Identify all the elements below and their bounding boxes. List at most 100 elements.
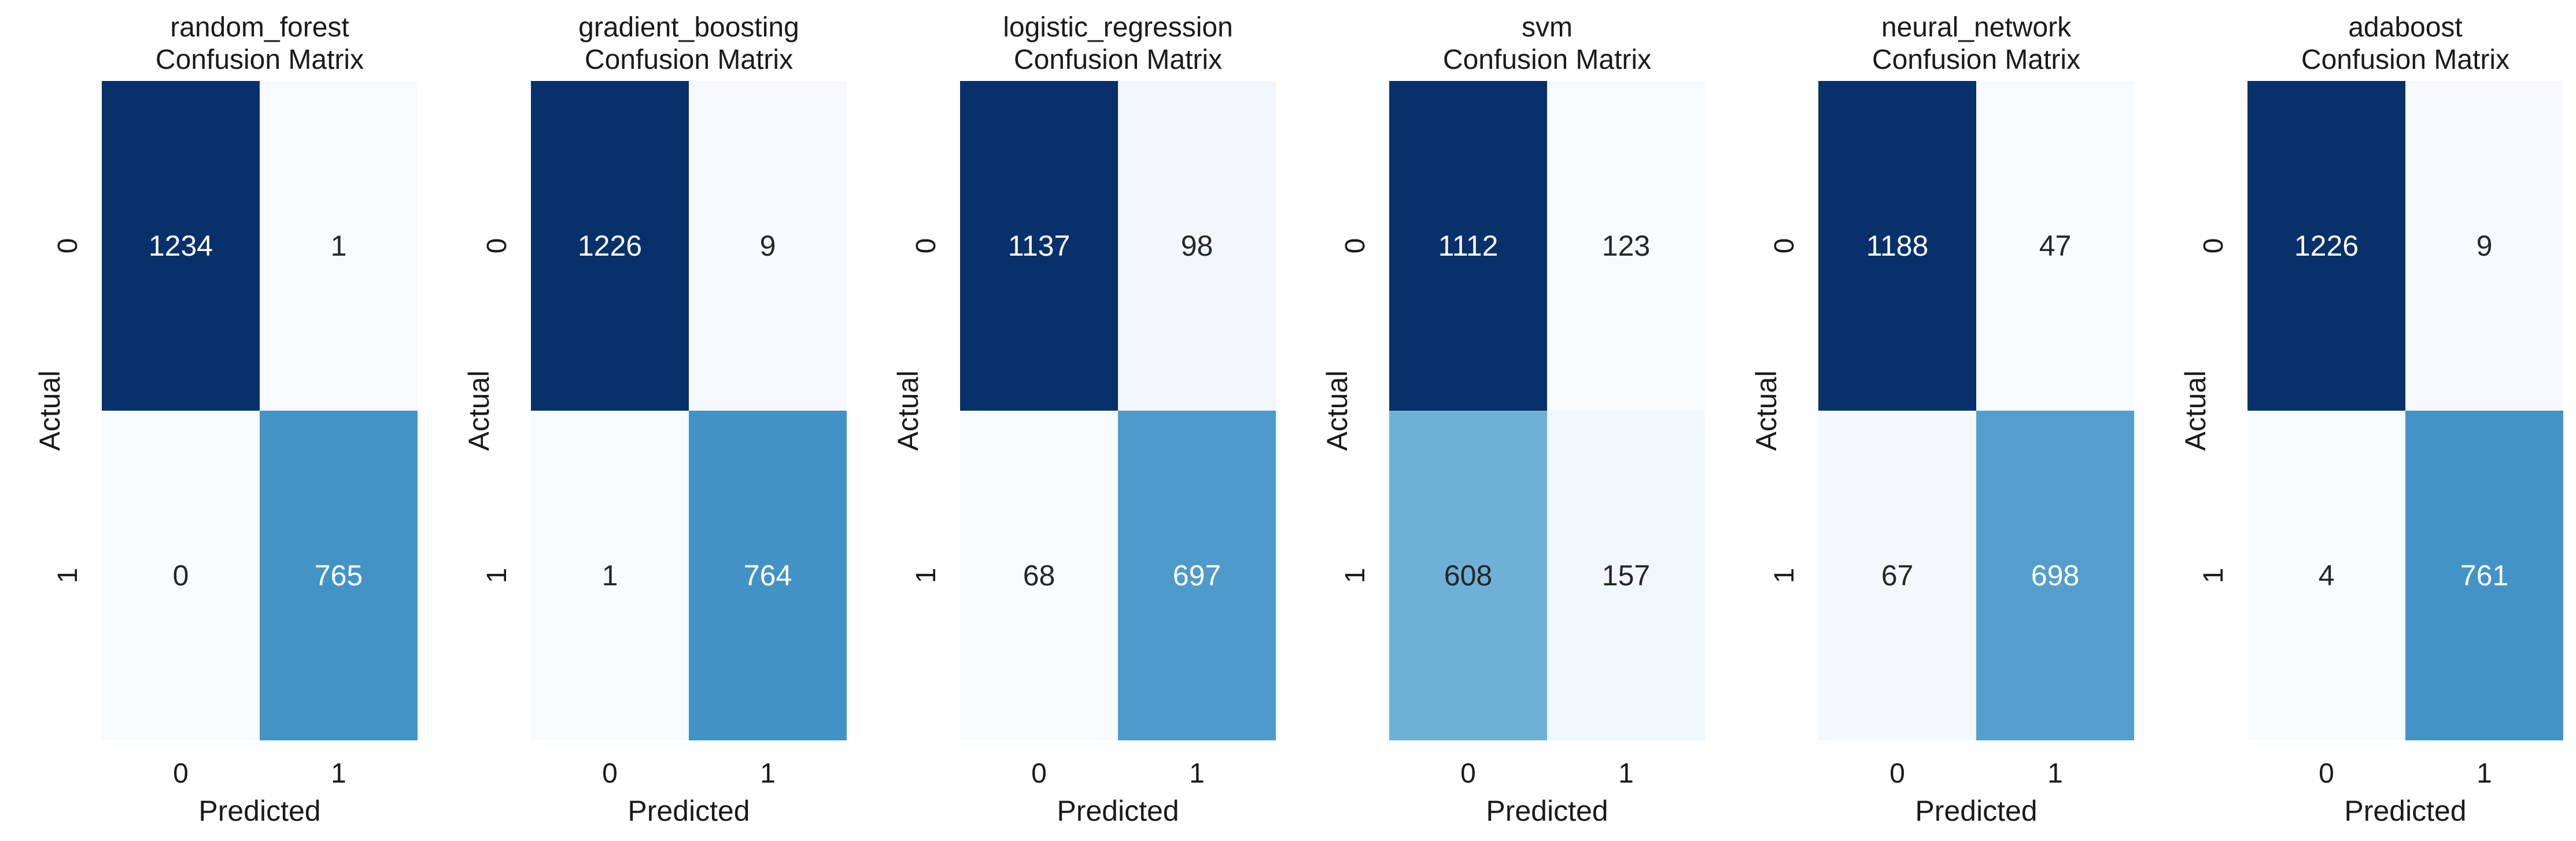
heatmap: 1188 47 67 698 xyxy=(1818,81,2134,740)
y-axis-label: Actual xyxy=(892,370,924,451)
cell-value-label: 1137 xyxy=(1007,230,1071,262)
y-axis-label: Actual xyxy=(34,370,66,451)
x-tick-label: 1 xyxy=(1618,758,1634,789)
cell-value-label: 1 xyxy=(330,230,347,262)
x-axis-label: Predicted xyxy=(2344,795,2467,827)
y-tick-label: 1 xyxy=(53,567,83,584)
y-tick-label: 0 xyxy=(2198,238,2229,254)
confusion-matrix-panel: svm Confusion Matrix 1112 123 608 157 0 1 0 1 Actu… xyxy=(1287,0,1717,841)
heatmap: 1226 9 4 761 xyxy=(2247,81,2563,740)
y-tick-label: 0 xyxy=(53,238,83,254)
model-name-label: neural_network xyxy=(1881,12,2072,43)
heatmap-cell: 1188 xyxy=(1818,81,1976,411)
model-name-label: random_forest xyxy=(170,12,349,43)
cell-value-label: 67 xyxy=(1881,559,1914,592)
heatmap-cell: 1226 xyxy=(531,81,689,411)
x-axis-label: Predicted xyxy=(198,795,321,827)
cell-value-label: 47 xyxy=(2039,230,2072,262)
x-tick-label: 1 xyxy=(760,758,776,789)
x-tick-label: 0 xyxy=(602,758,618,789)
heatmap: 1137 98 68 697 xyxy=(960,81,1276,740)
y-tick-label: 1 xyxy=(911,567,942,584)
heatmap-cell: 1226 xyxy=(2247,81,2405,411)
cell-value-label: 98 xyxy=(1180,230,1213,262)
x-tick-label: 1 xyxy=(2477,758,2492,789)
model-name-label: svm xyxy=(1522,12,1573,43)
cell-value-label: 608 xyxy=(1444,559,1493,592)
chart-title: svm Confusion Matrix xyxy=(1389,12,1705,76)
heatmap-cell: 157 xyxy=(1547,411,1705,740)
x-axis-label: Predicted xyxy=(628,795,750,827)
heatmap-cell: 698 xyxy=(1976,411,2134,740)
y-tick-label: 1 xyxy=(2198,567,2229,584)
confusion-matrix-panel: random_forest Confusion Matrix 1234 1 0 765 0 1… xyxy=(0,0,429,841)
confusion-matrix-panel: gradient_boosting Confusion Matrix 1226 9 1 7… xyxy=(429,0,858,841)
heatmap-cell: 765 xyxy=(260,411,418,740)
cell-value-label: 157 xyxy=(1601,559,1651,592)
heatmap-cell: 9 xyxy=(2405,81,2563,411)
model-name-label: logistic_regression xyxy=(1003,12,1233,43)
heatmap: 1112 123 608 157 xyxy=(1389,81,1705,740)
model-name-label: adaboost xyxy=(2348,12,2463,43)
y-tick-label: 0 xyxy=(911,238,942,254)
cell-value-label: 1226 xyxy=(2294,230,2359,262)
cell-value-label: 1112 xyxy=(1438,230,1499,262)
y-tick-label: 1 xyxy=(1340,567,1371,584)
x-axis-label: Predicted xyxy=(1915,795,2038,827)
heatmap-cell: 0 xyxy=(102,411,260,740)
y-tick-label: 0 xyxy=(482,238,512,254)
x-tick-label: 0 xyxy=(1460,758,1476,789)
x-tick-label: 0 xyxy=(1889,758,1905,789)
heatmap-cell: 67 xyxy=(1818,411,1976,740)
x-tick-label: 1 xyxy=(331,758,346,789)
y-tick-label: 1 xyxy=(482,567,512,584)
chart-subtitle: Confusion Matrix xyxy=(1442,45,1652,75)
chart-subtitle: Confusion Matrix xyxy=(584,45,794,75)
confusion-matrix-panel: neural_network Confusion Matrix 1188 47 67 69… xyxy=(1717,0,2146,841)
cell-value-label: 764 xyxy=(743,559,792,592)
x-tick-label: 1 xyxy=(2047,758,2063,789)
cell-value-label: 9 xyxy=(759,230,776,262)
heatmap-cell: 1112 xyxy=(1389,81,1547,411)
y-axis-label: Actual xyxy=(2179,370,2212,451)
heatmap-cell: 1137 xyxy=(960,81,1118,411)
confusion-matrix-panel: logistic_regression Confusion Matrix 1137 9… xyxy=(858,0,1287,841)
cell-value-label: 698 xyxy=(2031,559,2080,592)
cell-value-label: 0 xyxy=(172,559,189,592)
cell-value-label: 68 xyxy=(1023,559,1056,592)
model-name-label: gradient_boosting xyxy=(578,12,799,43)
x-tick-label: 1 xyxy=(1189,758,1205,789)
chart-subtitle: Confusion Matrix xyxy=(1013,45,1223,75)
heatmap-cell: 1 xyxy=(260,81,418,411)
heatmap: 1234 1 0 765 xyxy=(102,81,418,740)
heatmap-cell: 1234 xyxy=(102,81,260,411)
heatmap-cell: 47 xyxy=(1976,81,2134,411)
heatmap-cell: 4 xyxy=(2247,411,2405,740)
cell-value-label: 1 xyxy=(601,559,618,592)
heatmap-cell: 608 xyxy=(1389,411,1547,740)
x-axis-label: Predicted xyxy=(1057,795,1179,827)
cell-value-label: 4 xyxy=(2318,559,2335,592)
heatmap-cell: 68 xyxy=(960,411,1118,740)
heatmap-cell: 9 xyxy=(689,81,847,411)
x-axis-label: Predicted xyxy=(1486,795,1608,827)
chart-subtitle: Confusion Matrix xyxy=(1872,45,2081,75)
y-axis-label: Actual xyxy=(1321,370,1353,451)
cell-value-label: 1188 xyxy=(1866,230,1929,262)
heatmap-cell: 764 xyxy=(689,411,847,740)
y-tick-label: 0 xyxy=(1340,238,1371,254)
chart-title: adaboost Confusion Matrix xyxy=(2247,12,2563,76)
chart-title: random_forest Confusion Matrix xyxy=(102,12,418,76)
y-tick-label: 1 xyxy=(1769,567,1800,584)
chart-subtitle: Confusion Matrix xyxy=(155,45,364,75)
heatmap-cell: 123 xyxy=(1547,81,1705,411)
cell-value-label: 697 xyxy=(1172,559,1221,592)
heatmap-cell: 761 xyxy=(2405,411,2563,740)
chart-title: neural_network Confusion Matrix xyxy=(1818,12,2134,76)
x-tick-label: 0 xyxy=(1031,758,1047,789)
heatmap-cell: 697 xyxy=(1118,411,1276,740)
x-tick-label: 0 xyxy=(173,758,189,789)
x-tick-label: 0 xyxy=(2319,758,2334,789)
heatmap: 1226 9 1 764 xyxy=(531,81,847,740)
